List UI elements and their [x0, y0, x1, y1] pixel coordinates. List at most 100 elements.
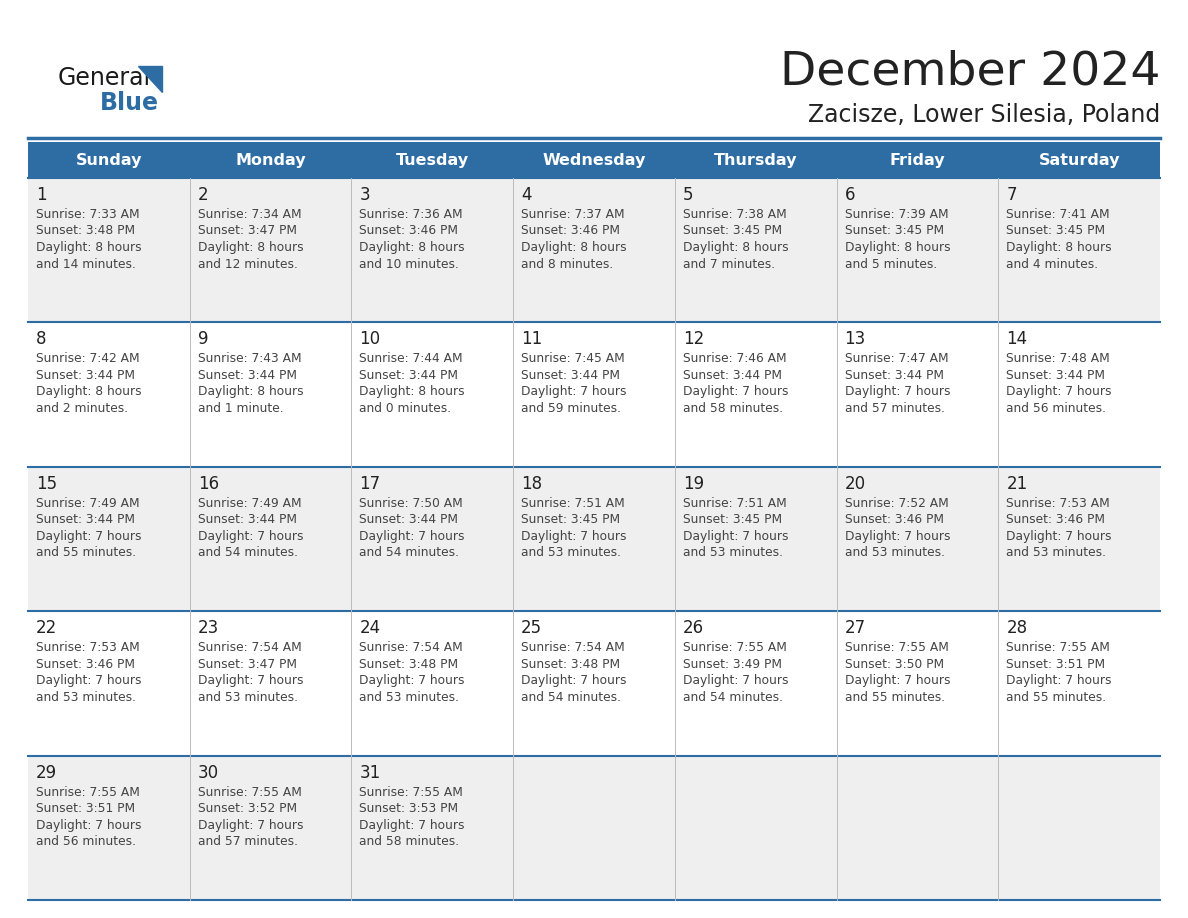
Text: Daylight: 7 hours: Daylight: 7 hours	[1006, 674, 1112, 688]
Text: 7: 7	[1006, 186, 1017, 204]
Text: Sunrise: 7:46 AM: Sunrise: 7:46 AM	[683, 353, 786, 365]
Text: Sunset: 3:48 PM: Sunset: 3:48 PM	[360, 657, 459, 671]
Text: Sunset: 3:48 PM: Sunset: 3:48 PM	[36, 225, 135, 238]
Text: Sunrise: 7:36 AM: Sunrise: 7:36 AM	[360, 208, 463, 221]
Text: and 58 minutes.: and 58 minutes.	[683, 402, 783, 415]
Bar	[29, 322, 1159, 466]
Text: and 55 minutes.: and 55 minutes.	[1006, 690, 1106, 704]
Text: and 57 minutes.: and 57 minutes.	[197, 835, 298, 848]
Text: Sunset: 3:44 PM: Sunset: 3:44 PM	[360, 369, 459, 382]
Text: and 54 minutes.: and 54 minutes.	[360, 546, 460, 559]
Text: and 5 minutes.: and 5 minutes.	[845, 258, 937, 271]
Text: Sunset: 3:47 PM: Sunset: 3:47 PM	[197, 657, 297, 671]
Text: 18: 18	[522, 475, 542, 493]
Text: Sunrise: 7:55 AM: Sunrise: 7:55 AM	[360, 786, 463, 799]
Text: Sunset: 3:45 PM: Sunset: 3:45 PM	[845, 225, 943, 238]
Text: Sunset: 3:45 PM: Sunset: 3:45 PM	[522, 513, 620, 526]
Text: Sunset: 3:44 PM: Sunset: 3:44 PM	[197, 513, 297, 526]
Text: Sunset: 3:45 PM: Sunset: 3:45 PM	[1006, 225, 1105, 238]
Text: Blue: Blue	[100, 91, 159, 115]
Text: and 55 minutes.: and 55 minutes.	[845, 690, 944, 704]
Text: Daylight: 8 hours: Daylight: 8 hours	[36, 386, 141, 398]
Text: Sunrise: 7:51 AM: Sunrise: 7:51 AM	[522, 497, 625, 509]
Text: Zacisze, Lower Silesia, Poland: Zacisze, Lower Silesia, Poland	[808, 103, 1159, 127]
Text: and 2 minutes.: and 2 minutes.	[36, 402, 128, 415]
Text: Sunset: 3:51 PM: Sunset: 3:51 PM	[1006, 657, 1105, 671]
Text: 10: 10	[360, 330, 380, 349]
Text: 5: 5	[683, 186, 694, 204]
Text: Wednesday: Wednesday	[542, 152, 646, 167]
Text: 25: 25	[522, 620, 542, 637]
Text: Sunrise: 7:54 AM: Sunrise: 7:54 AM	[360, 641, 463, 655]
Text: Daylight: 7 hours: Daylight: 7 hours	[36, 530, 141, 543]
Text: Daylight: 7 hours: Daylight: 7 hours	[845, 674, 950, 688]
Text: Sunrise: 7:34 AM: Sunrise: 7:34 AM	[197, 208, 302, 221]
Text: 21: 21	[1006, 475, 1028, 493]
Text: Sunrise: 7:51 AM: Sunrise: 7:51 AM	[683, 497, 786, 509]
Text: Sunset: 3:44 PM: Sunset: 3:44 PM	[360, 513, 459, 526]
Text: Daylight: 8 hours: Daylight: 8 hours	[1006, 241, 1112, 254]
Text: Friday: Friday	[890, 152, 946, 167]
Text: 1: 1	[36, 186, 46, 204]
Text: and 1 minute.: and 1 minute.	[197, 402, 284, 415]
Text: 23: 23	[197, 620, 219, 637]
Text: and 59 minutes.: and 59 minutes.	[522, 402, 621, 415]
Text: Sunrise: 7:37 AM: Sunrise: 7:37 AM	[522, 208, 625, 221]
Text: Sunset: 3:48 PM: Sunset: 3:48 PM	[522, 657, 620, 671]
Text: Sunset: 3:44 PM: Sunset: 3:44 PM	[845, 369, 943, 382]
Text: Daylight: 7 hours: Daylight: 7 hours	[360, 530, 465, 543]
Text: Sunset: 3:52 PM: Sunset: 3:52 PM	[197, 802, 297, 815]
Text: and 54 minutes.: and 54 minutes.	[197, 546, 298, 559]
Text: 13: 13	[845, 330, 866, 349]
Text: Monday: Monday	[235, 152, 305, 167]
Text: Sunset: 3:51 PM: Sunset: 3:51 PM	[36, 802, 135, 815]
Text: Sunrise: 7:44 AM: Sunrise: 7:44 AM	[360, 353, 463, 365]
Text: Daylight: 8 hours: Daylight: 8 hours	[197, 386, 303, 398]
Text: Daylight: 7 hours: Daylight: 7 hours	[522, 386, 626, 398]
Text: Sunrise: 7:49 AM: Sunrise: 7:49 AM	[197, 497, 302, 509]
Polygon shape	[138, 66, 162, 92]
Text: and 53 minutes.: and 53 minutes.	[522, 546, 621, 559]
Text: 14: 14	[1006, 330, 1028, 349]
Text: and 12 minutes.: and 12 minutes.	[197, 258, 297, 271]
Text: Daylight: 7 hours: Daylight: 7 hours	[1006, 386, 1112, 398]
Text: 12: 12	[683, 330, 704, 349]
Text: and 53 minutes.: and 53 minutes.	[1006, 546, 1106, 559]
Text: and 10 minutes.: and 10 minutes.	[360, 258, 460, 271]
Text: Sunrise: 7:48 AM: Sunrise: 7:48 AM	[1006, 353, 1110, 365]
Text: Sunset: 3:46 PM: Sunset: 3:46 PM	[360, 225, 459, 238]
Text: Sunset: 3:46 PM: Sunset: 3:46 PM	[522, 225, 620, 238]
Text: 2: 2	[197, 186, 208, 204]
Text: Sunset: 3:44 PM: Sunset: 3:44 PM	[683, 369, 782, 382]
Bar	[29, 466, 1159, 611]
Text: Daylight: 7 hours: Daylight: 7 hours	[360, 819, 465, 832]
Text: 8: 8	[36, 330, 46, 349]
Text: Daylight: 7 hours: Daylight: 7 hours	[522, 530, 626, 543]
Text: 15: 15	[36, 475, 57, 493]
Text: 22: 22	[36, 620, 57, 637]
Text: and 14 minutes.: and 14 minutes.	[36, 258, 135, 271]
Text: and 55 minutes.: and 55 minutes.	[36, 546, 137, 559]
Text: General: General	[58, 66, 151, 90]
Text: Daylight: 7 hours: Daylight: 7 hours	[845, 530, 950, 543]
Text: Daylight: 8 hours: Daylight: 8 hours	[683, 241, 789, 254]
Text: Sunrise: 7:42 AM: Sunrise: 7:42 AM	[36, 353, 140, 365]
Text: and 0 minutes.: and 0 minutes.	[360, 402, 451, 415]
Text: Sunrise: 7:53 AM: Sunrise: 7:53 AM	[36, 641, 140, 655]
Text: Daylight: 7 hours: Daylight: 7 hours	[683, 530, 789, 543]
Text: Daylight: 7 hours: Daylight: 7 hours	[522, 674, 626, 688]
Text: and 57 minutes.: and 57 minutes.	[845, 402, 944, 415]
Text: Sunrise: 7:41 AM: Sunrise: 7:41 AM	[1006, 208, 1110, 221]
Text: 26: 26	[683, 620, 704, 637]
Text: Sunrise: 7:54 AM: Sunrise: 7:54 AM	[522, 641, 625, 655]
Text: Sunrise: 7:53 AM: Sunrise: 7:53 AM	[1006, 497, 1110, 509]
Text: Daylight: 7 hours: Daylight: 7 hours	[36, 674, 141, 688]
Text: Sunset: 3:46 PM: Sunset: 3:46 PM	[36, 657, 135, 671]
Text: Sunset: 3:44 PM: Sunset: 3:44 PM	[36, 513, 135, 526]
Text: Sunset: 3:44 PM: Sunset: 3:44 PM	[197, 369, 297, 382]
Bar	[29, 178, 1159, 322]
Text: Sunrise: 7:33 AM: Sunrise: 7:33 AM	[36, 208, 140, 221]
Text: Sunrise: 7:52 AM: Sunrise: 7:52 AM	[845, 497, 948, 509]
Text: Sunday: Sunday	[76, 152, 143, 167]
Text: 29: 29	[36, 764, 57, 781]
